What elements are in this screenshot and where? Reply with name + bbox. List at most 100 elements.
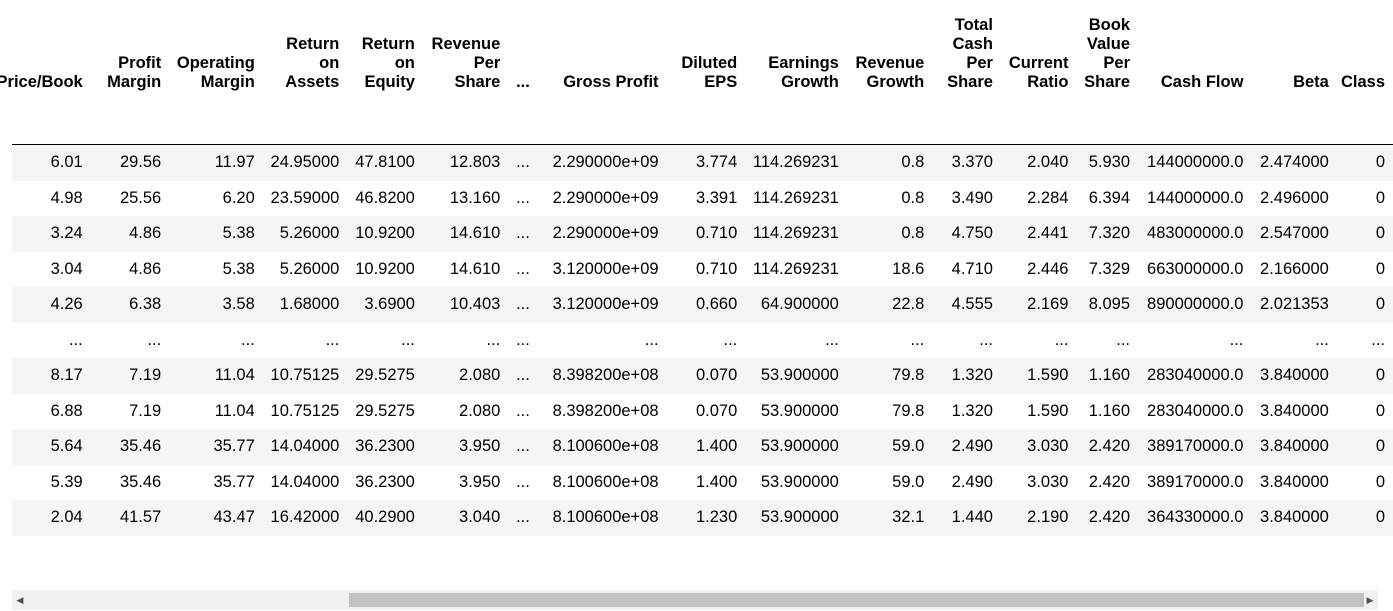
scroll-right-arrow-icon[interactable]: ▶ (1366, 595, 1374, 605)
table-cell: 0 (1336, 358, 1393, 394)
horizontal-scrollbar[interactable]: ◀ ▶ (12, 590, 1378, 610)
table-cell: 3.774 (666, 144, 746, 181)
table-cell: 2.290000e+09 (537, 180, 667, 216)
table-cell: ... (1076, 322, 1139, 358)
table-cell: 2.284 (1000, 180, 1077, 216)
table-cell: 3.040 (422, 500, 509, 536)
table-cell: 2.080 (422, 393, 509, 429)
scrollbar-thumb[interactable] (349, 593, 1364, 607)
table-cell: 14.04000 (262, 464, 348, 500)
table-cell: 3.030 (1000, 429, 1077, 465)
table-cell: 0 (1336, 393, 1393, 429)
table-cell: 8.17 (12, 358, 91, 394)
table-row: 6.01 29.56 11.97 24.95000 47.8100 12.803... 2.… (12, 144, 1393, 181)
column-header: Profit Margin (107, 54, 162, 91)
table-cell: 6.88 (12, 393, 91, 429)
table-row: 5.64 35.46 35.77 14.04000 36.2300 3.950... 8.1… (12, 429, 1393, 465)
table-cell: 5.26000 (262, 216, 348, 252)
table-cell: 41.57 (90, 500, 170, 536)
table-cell: 29.5275 (347, 358, 423, 394)
table-cell: 483000000.0 (1138, 216, 1252, 252)
column-header: Revenue Growth (855, 54, 925, 91)
table-cell: 3.030 (1000, 464, 1077, 500)
table-cell: 663000000.0 (1138, 251, 1252, 287)
table-row: 3.04 4.86 5.38 5.26000 10.9200 14.610... 3.120… (12, 251, 1393, 287)
table-cell: 35.77 (169, 429, 263, 465)
table-cell: 43.47 (169, 500, 263, 536)
column-header: Diluted EPS (681, 54, 738, 91)
table-cell: 1.68000 (262, 287, 348, 323)
column-header: Return on Assets (285, 35, 340, 91)
table-row: 4.26 6.38 3.58 1.68000 3.6900 10.403... 3.1200… (12, 287, 1393, 323)
table-cell: 5.38 (169, 251, 263, 287)
table-cell: 11.04 (169, 358, 263, 394)
table-cell: ... (508, 500, 538, 536)
table-cell: 0 (1336, 144, 1393, 181)
table-cell: ... (932, 322, 1001, 358)
table-cell: 0 (1336, 464, 1393, 500)
table-cell: 2.166000 (1251, 251, 1337, 287)
table-cell: 79.8 (846, 358, 933, 394)
table-cell: 1.590 (1000, 358, 1077, 394)
scroll-left-arrow-icon[interactable]: ◀ (16, 595, 24, 605)
column-header: Revenue Per Share (431, 35, 501, 91)
table-cell: 8.398200e+08 (537, 358, 667, 394)
table-cell: 0 (1336, 180, 1393, 216)
table-cell: 364330000.0 (1138, 500, 1252, 536)
table-cell: 29.56 (90, 144, 170, 181)
table-cell: 389170000.0 (1138, 464, 1252, 500)
table-cell: 5.38 (169, 216, 263, 252)
table-cell: 890000000.0 (1138, 287, 1252, 323)
table-cell: 5.39 (12, 464, 91, 500)
table-cell: 3.840000 (1251, 500, 1337, 536)
table-cell: 2.169 (1000, 287, 1077, 323)
table-cell: 0.8 (846, 216, 933, 252)
table-cell: 8.100600e+08 (537, 500, 667, 536)
table-cell: 59.0 (846, 464, 933, 500)
table-cell: 10.9200 (347, 216, 423, 252)
table-cell: 3.490 (932, 180, 1001, 216)
table-cell: 35.46 (90, 429, 170, 465)
table-cell: ... (508, 464, 538, 500)
column-header: ... (516, 73, 530, 91)
column-header: Beta (1293, 73, 1329, 91)
table-cell: 4.86 (90, 216, 170, 252)
table-cell: 1.160 (1076, 358, 1139, 394)
table-cell: ... (508, 287, 538, 323)
table-cell: 1.400 (666, 429, 746, 465)
table-row: 5.39 35.46 35.77 14.04000 36.2300 3.950... 8.1… (12, 464, 1393, 500)
table-cell: 47.8100 (347, 144, 423, 181)
table-cell: 3.370 (932, 144, 1001, 181)
table-cell: 2.420 (1076, 464, 1139, 500)
table-cell: 2.021353 (1251, 287, 1337, 323)
table-cell: 53.900000 (745, 429, 847, 465)
table-cell: 2.420 (1076, 500, 1139, 536)
table-cell: 283040000.0 (1138, 358, 1252, 394)
table-cell: ... (12, 322, 91, 358)
table-cell: 2.490 (932, 429, 1001, 465)
table-cell: 1.400 (666, 464, 746, 500)
table-cell: 2.080 (422, 358, 509, 394)
table-cell: 3.840000 (1251, 358, 1337, 394)
table-cell: ... (347, 322, 423, 358)
table-cell: 3.24 (12, 216, 91, 252)
table-cell: 22.8 (846, 287, 933, 323)
table-cell: ... (666, 322, 746, 358)
table-cell: ... (508, 358, 538, 394)
dataframe-table: Price/Book Profit Margin Operating Margin R… (0, 14, 1393, 536)
table-cell: 6.394 (1076, 180, 1139, 216)
table-cell: 3.120000e+09 (537, 287, 667, 323)
table-cell: 16.42000 (262, 500, 348, 536)
column-header: Cash Flow (1160, 73, 1244, 91)
table-cell: 6.38 (90, 287, 170, 323)
table-cell: 0.8 (846, 144, 933, 181)
table-cell: 14.610 (422, 216, 509, 252)
table-cell: 0 (1336, 287, 1393, 323)
table-cell: 10.403 (422, 287, 509, 323)
table-cell: 46.8200 (347, 180, 423, 216)
table-cell: 36.2300 (347, 429, 423, 465)
table-cell: ... (90, 322, 170, 358)
table-cell: 10.75125 (262, 358, 348, 394)
table-cell: 4.26 (12, 287, 91, 323)
table-cell: 2.04 (12, 500, 91, 536)
